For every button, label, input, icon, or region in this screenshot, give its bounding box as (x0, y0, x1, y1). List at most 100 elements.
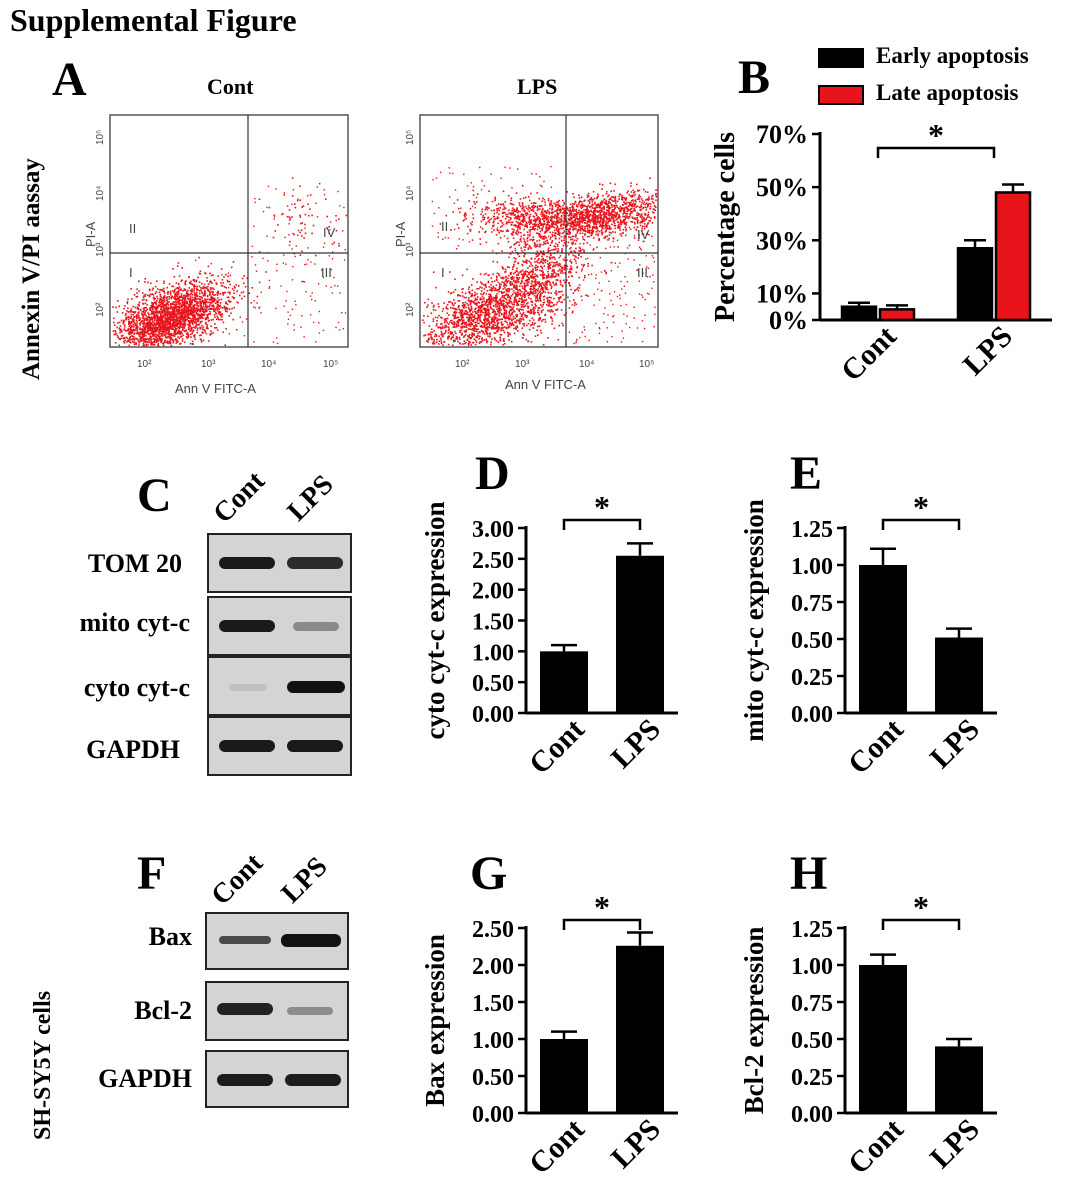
flow-xlabel: Ann V FITC-A (505, 377, 586, 392)
panel-letter-f: F (137, 847, 167, 900)
blot-bcl2 (205, 981, 349, 1041)
y-tick-label: 0.75 (791, 991, 833, 1017)
y-tick: 10⁵ (405, 130, 416, 145)
panel-letter-g: G (470, 847, 508, 900)
blot-label-gapdh: GAPDH (86, 735, 180, 764)
legend-label-late: Late apoptosis (876, 80, 1019, 105)
significance-star: * (594, 489, 610, 525)
band (287, 557, 343, 569)
quadrant-ii-label: II (129, 221, 136, 236)
blot-label-gapdh: GAPDH (98, 1064, 192, 1093)
chart-e-mito-cytc: mito cyt-c expression 0.00 0.25 0.50 0.75 1.0… (739, 489, 997, 781)
flow-title-cont: Cont (207, 74, 254, 99)
blot-column-cont: Cont (207, 465, 272, 530)
y-tick-label: 0.00 (472, 1102, 514, 1128)
x-tick: 10⁴ (261, 359, 276, 370)
chart-h-bcl2: Bcl-2 expression 0.00 0.25 0.50 0.75 1.00 1.25… (739, 889, 997, 1181)
x-tick-label: Cont (842, 713, 910, 781)
legend-early: Early apoptosis (818, 43, 1029, 69)
flow-cytometry-plot-cont: II I III IV 10² 10³ 10⁴ 10⁵ Ann V FITC-A… (83, 114, 349, 396)
y-tick-label: 70% (756, 120, 808, 149)
y-tick-label: 1.25 (791, 917, 833, 943)
y-axis-label: mito cyt-c expression (739, 499, 769, 741)
quadrant-i-label: I (441, 265, 445, 280)
x-tick: 10³ (201, 359, 216, 370)
quadrant-iv-label: IV (323, 225, 336, 240)
quadrant-i-label: I (129, 265, 133, 280)
band (229, 684, 267, 691)
chart-g-bax: Bax expression 0.00 0.50 1.00 1.50 2.00 2.50 Co… (420, 889, 678, 1181)
x-tick: 10⁵ (639, 359, 654, 370)
flow-ylabel: PI-A (83, 221, 98, 247)
y-tick-label: 0.00 (791, 702, 833, 728)
x-tick: 10⁴ (579, 359, 594, 370)
bar-early-lps (956, 247, 994, 322)
x-tick-label: LPS (605, 713, 667, 775)
y-tick-label: 0.25 (791, 1065, 833, 1091)
bar-late-cont (878, 308, 916, 322)
y-tick-label: 0.50 (791, 1028, 833, 1054)
blot-label-cyto-cytc: cyto cyt-c (83, 673, 190, 702)
chart-d-cyto-cytc: cyto cyt-c expression 0.00 0.50 1.00 1.50 2.0… (420, 489, 678, 781)
legend-late: Late apoptosis (818, 80, 1019, 106)
y-tick: 10³ (405, 242, 416, 257)
band (219, 740, 275, 752)
legend-label-early: Early apoptosis (876, 43, 1029, 68)
significance-bracket (562, 918, 642, 930)
y-tick-label: 0.50 (472, 671, 514, 697)
bar-late-lps (994, 191, 1032, 322)
y-axis-label: Bax expression (420, 934, 450, 1107)
blot-column-lps: LPS (281, 469, 340, 528)
y-tick-label: 0.00 (472, 702, 514, 728)
x-tick-label: Cont (835, 320, 903, 388)
flow-dots-cont (112, 177, 348, 347)
x-tick: 10⁵ (323, 359, 338, 370)
x-tick-label: Cont (523, 1113, 591, 1181)
bar-lps (935, 637, 983, 713)
band (219, 620, 275, 632)
y-tick: 10⁵ (95, 130, 106, 145)
chart-b-percentage-cells: Percentage cells 0%10% 30% 50% 70% Cont LPS * (710, 117, 1052, 388)
flow-cytometry-plot-lps: II I III IV 10² 10³ 10⁴ 10⁵ Ann V FITC-A… (393, 114, 659, 392)
x-tick-label: LPS (924, 713, 986, 775)
x-tick-label: LPS (924, 1113, 986, 1175)
y-tick: 10² (405, 302, 416, 317)
bar-cont (540, 1039, 588, 1113)
y-tick-label: 30% (756, 226, 808, 255)
x-tick-label: Cont (523, 713, 591, 781)
significance-star: * (928, 117, 944, 153)
x-tick: 10² (455, 359, 470, 370)
flow-dots-lps (422, 165, 658, 346)
blot-label-tom20: TOM 20 (87, 549, 182, 578)
y-tick-label: 1.00 (472, 1028, 514, 1054)
quadrant-ii-label: II (441, 219, 448, 234)
band (219, 557, 275, 569)
blot-cyto-cytc (207, 656, 352, 716)
y-tick-label: 1.50 (472, 610, 514, 636)
y-tick-label: 0% (769, 306, 808, 335)
y-tick-label: 1.00 (791, 954, 833, 980)
y-tick-label: 2.00 (472, 954, 514, 980)
y-tick: 10⁴ (405, 186, 416, 201)
panel-letter-e: E (790, 447, 823, 500)
flow-title-lps: LPS (517, 74, 558, 99)
significance-bracket (876, 146, 996, 158)
flow-xlabel: Ann V FITC-A (175, 381, 256, 396)
band (285, 1074, 341, 1086)
y-tick-label: 50% (756, 173, 808, 202)
blot-gapdh-f (205, 1050, 349, 1108)
band (217, 1003, 273, 1015)
bar-cont (540, 651, 588, 713)
x-tick: 10³ (515, 359, 530, 370)
bar-early-cont (840, 305, 878, 322)
y-tick: 10³ (95, 242, 106, 257)
x-tick-label: LPS (605, 1113, 667, 1175)
figure-title: Supplemental Figure (10, 2, 297, 38)
band (287, 740, 343, 752)
x-tick: 10² (137, 359, 152, 370)
quadrant-iii-label: III (321, 265, 332, 280)
panel-letter-d: D (475, 447, 510, 500)
y-tick: 10² (95, 302, 106, 317)
x-tick-label: LPS (957, 320, 1019, 382)
blot-column-lps: LPS (275, 851, 334, 910)
